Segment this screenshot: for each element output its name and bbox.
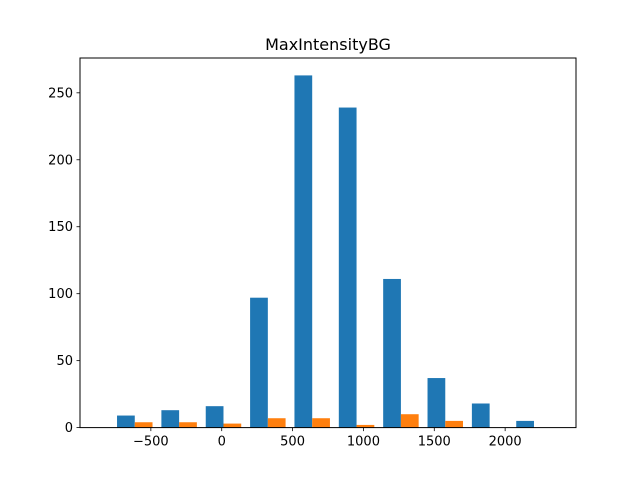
bars-group [117, 75, 534, 428]
bar-series-2-bin-4 [267, 418, 286, 428]
bar-series-1-bin-2 [161, 410, 180, 428]
bar-series-1-bin-10 [516, 420, 534, 428]
y-tick-label: 250 [48, 86, 73, 101]
x-tick-label: 500 [280, 435, 305, 450]
bar-series-2-bin-3 [223, 423, 242, 428]
bar-series-1-bin-7 [383, 278, 401, 428]
bar-series-2-bin-7 [400, 414, 419, 428]
bar-series-2-bin-1 [134, 422, 153, 428]
chart-title: MaxIntensityBG [265, 35, 391, 54]
y-tick-label: 100 [48, 287, 73, 302]
bar-series-1-bin-8 [427, 378, 446, 428]
bar-series-1-bin-3 [205, 406, 224, 428]
bar-series-2-bin-8 [445, 420, 464, 428]
x-tick-label: −500 [133, 435, 169, 450]
bar-series-2-bin-2 [179, 422, 197, 428]
x-tick-label: 1000 [347, 435, 380, 450]
bar-series-2-bin-6 [356, 424, 375, 428]
bar-series-1-bin-9 [471, 403, 490, 428]
bar-series-2-bin-5 [312, 418, 330, 428]
x-tick-label: 2000 [489, 435, 522, 450]
bar-series-1-bin-6 [338, 107, 357, 428]
bar-series-1-bin-4 [250, 297, 268, 428]
y-tick-label: 50 [56, 354, 73, 369]
x-tick-label: 1500 [418, 435, 451, 450]
y-tick-label: 150 [48, 220, 73, 235]
plot-frame [79, 57, 577, 429]
y-tick-label: 0 [65, 421, 73, 436]
x-tick-label: 0 [218, 435, 226, 450]
y-tick-label: 200 [48, 153, 73, 168]
bar-series-1-bin-1 [117, 415, 135, 428]
y-axis: 0 50 100 150 200 250 [48, 86, 80, 436]
x-axis: −500 0 500 1000 1500 2000 [133, 427, 522, 450]
bar-series-1-bin-5 [294, 75, 313, 428]
